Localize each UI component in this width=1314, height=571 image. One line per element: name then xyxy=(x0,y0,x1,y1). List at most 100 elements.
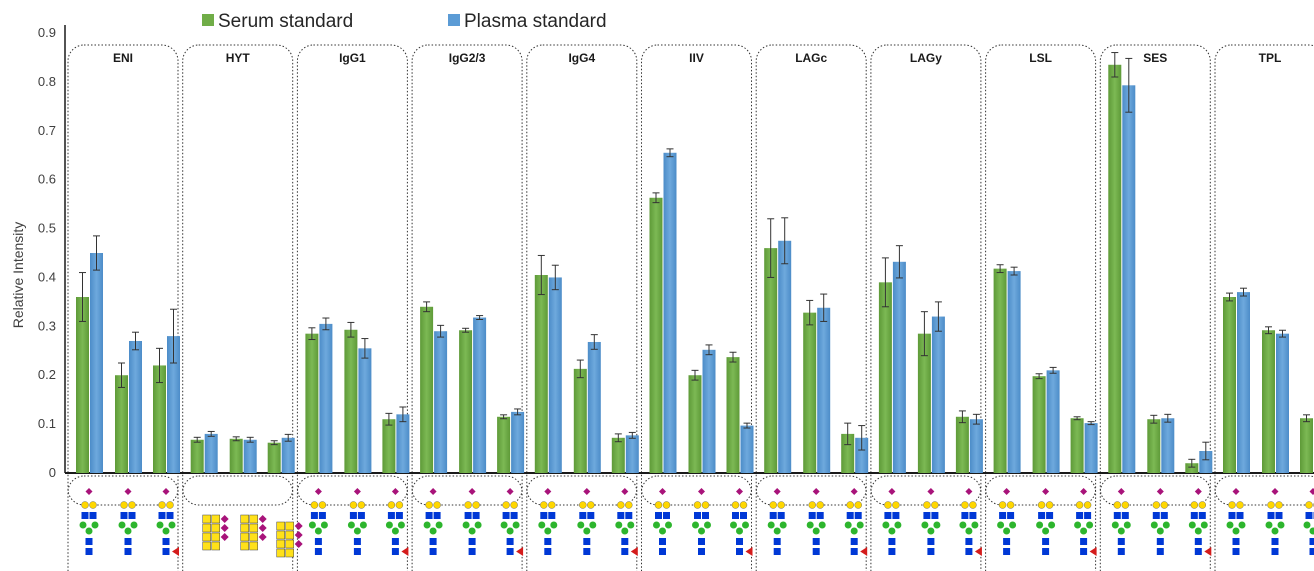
panel-title: IIV xyxy=(689,51,704,65)
glycan-circle-green xyxy=(767,521,775,529)
bar-plasma xyxy=(1007,271,1021,473)
glycan-square-blue xyxy=(468,548,476,555)
glycan-circle-green xyxy=(965,527,973,535)
y-tick-label: 0.9 xyxy=(38,25,56,40)
glycan-square-blue xyxy=(888,538,896,545)
glycan-diamond xyxy=(812,488,820,495)
glycan-circle-green xyxy=(118,521,126,529)
glycan-circle-yellow xyxy=(349,501,358,509)
glycan-square-blue xyxy=(969,512,977,519)
panel-frame xyxy=(526,44,638,506)
glycan-circle-yellow xyxy=(510,501,518,509)
panel-frame xyxy=(1214,44,1314,506)
glycan-group xyxy=(653,488,753,556)
glycan-circle-green xyxy=(550,521,558,529)
y-tick-label: 0.5 xyxy=(38,221,56,236)
bar-plasma xyxy=(434,331,448,473)
glycan-square-blue xyxy=(884,512,892,519)
glycan-circle-green xyxy=(882,521,890,529)
legend-item-plasma: Plasma standard xyxy=(448,11,607,32)
glycan-circle-green xyxy=(577,521,585,529)
bar-plasma xyxy=(129,341,142,473)
glycan-circle-green xyxy=(1226,521,1234,529)
glycan-square-blue xyxy=(1156,548,1164,555)
bar-serum xyxy=(611,437,625,473)
panel-title: IgG2/3 xyxy=(449,51,486,65)
glycan-circle-yellow xyxy=(625,501,633,509)
glycan-square-blue xyxy=(583,538,591,545)
glycan-circle-yellow xyxy=(998,501,1007,509)
glycan-circle-green xyxy=(1162,521,1170,529)
glycan-circle-green xyxy=(391,527,399,535)
glycan-square-yellow xyxy=(202,541,211,551)
bar-serum xyxy=(803,312,817,473)
bar-plasma xyxy=(90,253,103,473)
panel-title: SES xyxy=(1143,51,1167,65)
glycan-square-blue xyxy=(1080,548,1088,555)
bar-serum xyxy=(115,375,128,473)
glycan-circle-green xyxy=(468,527,476,535)
glycan-diamond xyxy=(220,533,229,541)
glycan-square-blue xyxy=(773,548,781,555)
glycan-diamond xyxy=(1232,488,1240,495)
glycan-square-blue xyxy=(1117,548,1125,555)
bar-plasma xyxy=(1084,423,1098,473)
glycan-circle-green xyxy=(162,527,170,535)
glycan-circle-green xyxy=(347,521,355,529)
glycan-square-blue xyxy=(736,548,743,555)
glycan-square-blue xyxy=(812,548,820,555)
glycan-circle-green xyxy=(1036,521,1044,529)
bar-plasma xyxy=(969,419,983,473)
glycan-square-blue xyxy=(310,512,318,519)
glycan-square-blue xyxy=(89,512,97,519)
glycan-square-blue xyxy=(732,512,739,519)
glycan-square-blue xyxy=(1003,548,1011,555)
glycan-square-blue xyxy=(391,548,399,555)
glycan-circle-yellow xyxy=(1006,501,1015,509)
glycan-circle-yellow xyxy=(1236,501,1244,509)
glycan-square-blue xyxy=(655,512,662,519)
glycan-square-blue xyxy=(698,548,705,555)
panel-frame xyxy=(67,44,179,506)
glycan-diamond xyxy=(124,488,132,495)
glycan-circle-green xyxy=(736,527,743,535)
bar-plasma xyxy=(663,152,677,473)
glycan-circle-green xyxy=(1117,527,1125,535)
glycan-group xyxy=(767,488,868,556)
glycan-circle-green xyxy=(844,521,852,529)
glycan-circle-green xyxy=(1003,527,1011,535)
panel-frame xyxy=(411,44,523,506)
bar-serum xyxy=(76,297,89,473)
panel-title: LAGc xyxy=(795,51,827,65)
glycan-circle-green xyxy=(933,521,941,529)
glycan-square-blue xyxy=(544,538,552,545)
glycan-square-yellow xyxy=(240,523,249,533)
glycan-square-blue xyxy=(1046,512,1054,519)
glycan-circle-yellow xyxy=(969,501,977,509)
glycan-square-blue xyxy=(617,512,625,519)
glycan-diamond xyxy=(258,524,267,532)
bar-plasma xyxy=(740,425,754,473)
legend-swatch-serum xyxy=(202,14,214,26)
glycan-group xyxy=(423,488,524,556)
glycan-triangle-red xyxy=(1204,547,1212,556)
glycan-square-blue xyxy=(1152,512,1160,519)
glycan-square-blue xyxy=(1271,548,1279,555)
glycan-square-blue xyxy=(1309,548,1314,555)
glycan-circle-yellow xyxy=(120,501,128,509)
glycan-circle-yellow xyxy=(892,501,900,509)
glycan-circle-yellow xyxy=(1037,501,1046,509)
glycan-circle-yellow xyxy=(81,501,89,509)
glycan-square-yellow xyxy=(249,541,258,551)
glycan-circle-green xyxy=(1303,521,1311,529)
glycan-circle-green xyxy=(659,527,666,535)
glycan-circle-yellow xyxy=(961,501,969,509)
glycan-circle-green xyxy=(997,521,1005,529)
glycan-circle-green xyxy=(320,521,328,529)
bar-serum xyxy=(267,442,281,473)
glycan-square-blue xyxy=(663,512,670,519)
legend-label-serum: Serum standard xyxy=(218,11,353,32)
panel-glycan-frame xyxy=(411,475,523,571)
glycan-circle-yellow xyxy=(816,501,824,509)
glycan-square-yellow xyxy=(240,514,249,524)
